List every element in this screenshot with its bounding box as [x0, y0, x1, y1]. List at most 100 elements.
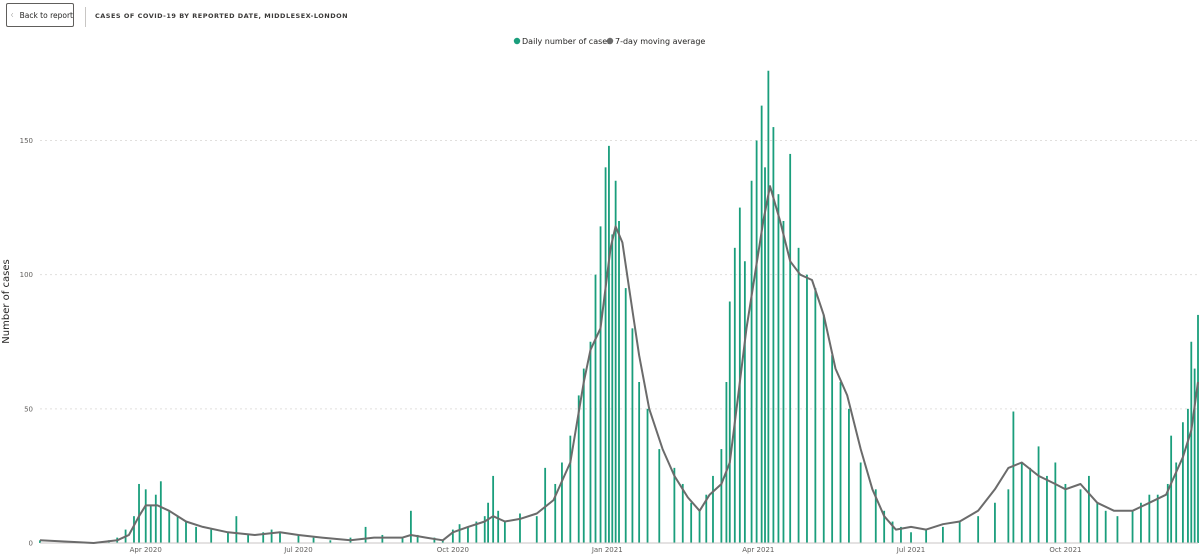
bar [159, 481, 162, 543]
bar [416, 534, 419, 543]
bar [608, 145, 610, 543]
y-axis-title: Number of cases [1, 259, 12, 343]
bar [1029, 467, 1032, 543]
bar [1175, 462, 1178, 543]
bar [705, 494, 708, 543]
bar [910, 532, 912, 543]
bar [725, 382, 728, 543]
bar [554, 483, 557, 543]
bar [262, 532, 265, 543]
legend-marker-average [606, 37, 614, 45]
bar [891, 521, 894, 543]
x-tick-label: Apr 2021 [742, 546, 774, 554]
bar [154, 494, 157, 543]
bar [519, 513, 521, 543]
bar [1037, 446, 1040, 543]
bar [1054, 462, 1057, 543]
bar [658, 449, 661, 543]
bar [831, 355, 834, 543]
bar [1193, 368, 1196, 543]
bar [1131, 510, 1134, 543]
top-bar: Back to report CASES OF COVID-19 BY REPO… [0, 0, 1200, 32]
bar [569, 435, 572, 543]
legend-marker-daily [513, 37, 521, 45]
bar [144, 489, 147, 543]
bar [279, 532, 281, 543]
x-tick-label: Jul 2021 [896, 546, 926, 554]
bar [822, 314, 825, 543]
bar [535, 516, 538, 543]
bar [1156, 494, 1159, 543]
bar [381, 534, 384, 543]
x-tick-label: Oct 2021 [1049, 546, 1081, 554]
bar [942, 526, 944, 543]
bar [673, 467, 676, 543]
bar [764, 167, 766, 544]
bar [750, 180, 753, 543]
bar [614, 180, 617, 543]
bar [1079, 489, 1082, 543]
bar [789, 153, 792, 543]
bar [624, 288, 627, 543]
bar [475, 521, 478, 543]
bar [1190, 341, 1193, 543]
bar [631, 328, 634, 543]
bar [1166, 483, 1169, 543]
bar [925, 529, 928, 543]
legend-label-average: 7-day moving average [615, 37, 705, 46]
bar [497, 510, 500, 543]
header-divider [85, 7, 86, 27]
bar [1181, 422, 1184, 543]
bar [492, 475, 495, 543]
bar [227, 532, 229, 543]
bar [544, 467, 547, 543]
bar [1197, 314, 1199, 543]
bar [994, 502, 996, 543]
bar [247, 534, 250, 543]
bar [755, 140, 758, 543]
bar [839, 382, 842, 543]
bar [451, 529, 454, 543]
bar [604, 167, 607, 544]
back-button-label: Back to report [19, 10, 73, 20]
bar [594, 274, 597, 543]
bar [859, 462, 862, 543]
bar [1148, 494, 1151, 543]
moving-average-line [39, 185, 1199, 544]
y-tick-label: 100 [20, 271, 33, 279]
chevron-left-icon [11, 12, 14, 18]
bar [720, 449, 723, 543]
bar [433, 537, 436, 543]
bar [195, 526, 197, 543]
x-tick-label: Jan 2021 [591, 546, 623, 554]
bar [1007, 489, 1010, 543]
bar [712, 475, 714, 543]
bar [1096, 502, 1099, 543]
bar [681, 483, 684, 543]
bar [797, 247, 800, 544]
legend-label-daily: Daily number of cases [522, 37, 611, 46]
bar [806, 274, 808, 543]
back-to-report-button[interactable]: Back to report [6, 3, 74, 27]
bar [329, 540, 332, 543]
bar [168, 510, 171, 543]
y-tick-label: 150 [20, 137, 33, 145]
bar [743, 261, 746, 543]
bar [883, 510, 886, 543]
bar [561, 462, 563, 543]
bar [312, 537, 315, 543]
bar [39, 540, 41, 543]
bar [297, 534, 300, 543]
bar [409, 510, 412, 543]
x-tick-label: Oct 2020 [437, 546, 469, 554]
bar [767, 70, 770, 543]
bar [364, 526, 367, 543]
page-title: CASES OF COVID-19 BY REPORTED DATE, MIDD… [95, 12, 349, 20]
bar [599, 226, 602, 543]
x-tick-label: Jul 2020 [283, 546, 313, 554]
bar [1064, 483, 1067, 543]
bar [777, 194, 780, 543]
bar [1046, 475, 1048, 543]
bar [772, 127, 775, 543]
